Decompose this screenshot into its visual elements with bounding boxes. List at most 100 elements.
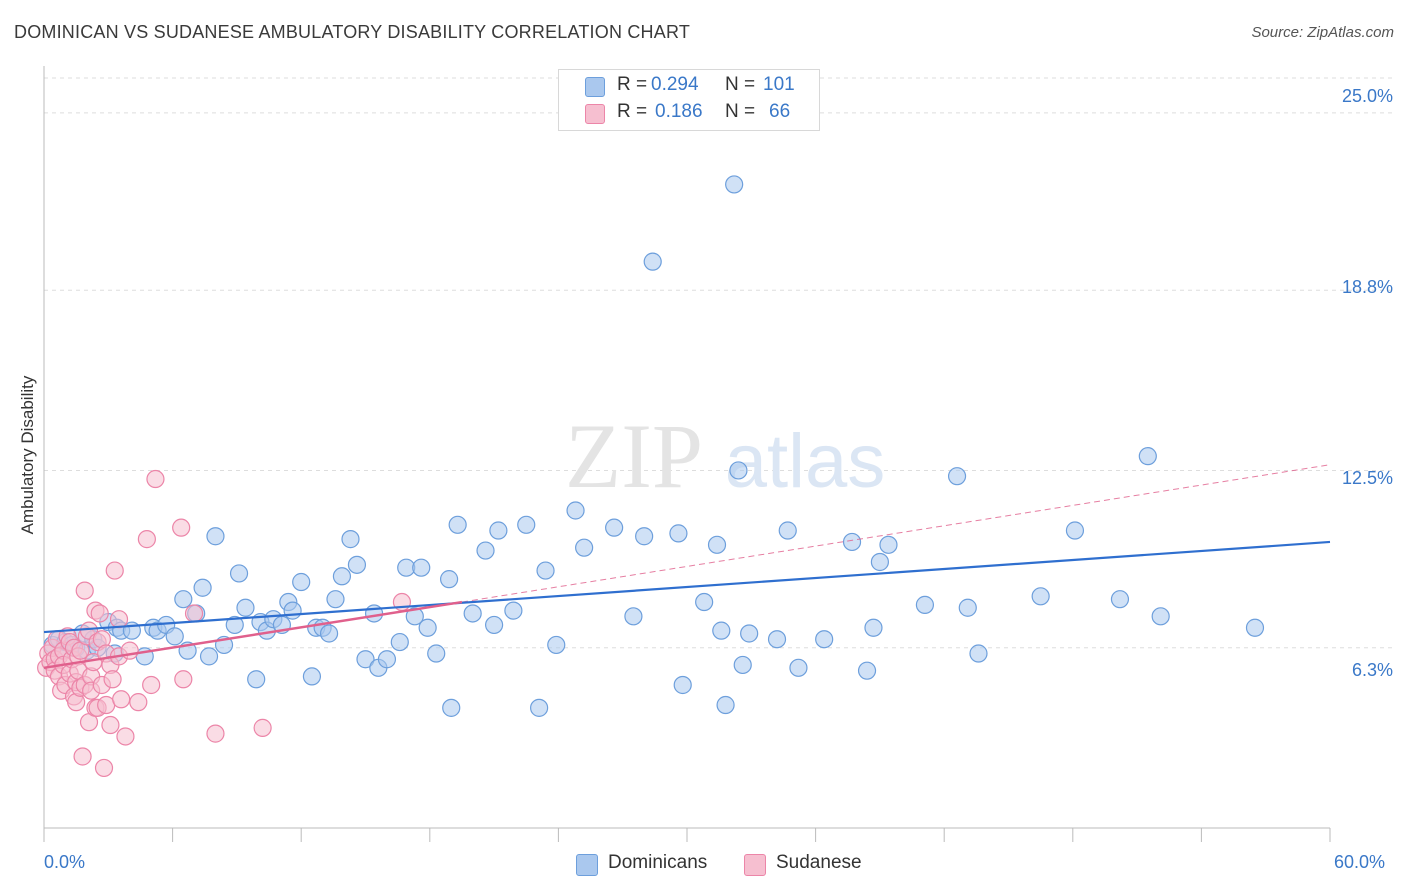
data-point-dominicans <box>635 527 654 546</box>
data-point-dominicans <box>530 698 549 717</box>
trend-lines <box>43 464 1331 670</box>
data-point-dominicans <box>566 501 585 520</box>
trend-line-sudanese <box>43 600 463 670</box>
data-point-sudanese <box>206 724 225 743</box>
data-point-dominicans <box>356 650 375 669</box>
gridlines <box>44 77 1394 649</box>
data-point-dominicans <box>165 627 184 646</box>
data-point-dominicans <box>547 635 566 655</box>
series-sudanese <box>37 469 412 778</box>
source-label: Source: ZipAtlas.com <box>1251 24 1394 41</box>
data-point-dominicans <box>857 661 877 680</box>
data-point-dominicans <box>870 552 890 572</box>
data-point-dominicans <box>969 644 988 663</box>
data-point-dominicans <box>319 624 339 643</box>
data-point-dominicans <box>504 601 523 620</box>
data-point-dominicans <box>412 558 431 577</box>
data-point-sudanese <box>105 561 124 580</box>
data-point-dominicans <box>476 541 495 560</box>
data-point-dominicans <box>225 615 244 635</box>
data-point-dominicans <box>193 578 212 597</box>
data-point-dominicans <box>199 647 219 666</box>
data-point-dominicans <box>341 530 360 549</box>
legend-row-sudanese: R = 0.186 N = 66 <box>585 101 790 127</box>
data-point-dominicans <box>1031 587 1050 606</box>
data-point-sudanese <box>129 693 148 712</box>
legend-swatch-dominicans <box>585 77 605 97</box>
data-point-sudanese <box>184 604 204 623</box>
data-point-dominicans <box>605 518 624 537</box>
data-point-dominicans <box>332 567 352 586</box>
data-point-dominicans <box>292 572 311 592</box>
data-point-dominicans <box>695 592 714 612</box>
data-point-dominicans <box>485 615 504 635</box>
data-point-sudanese <box>146 469 165 489</box>
data-point-dominicans <box>624 607 643 626</box>
x-tick-label-min: 0.0% <box>44 852 86 872</box>
data-point-dominicans <box>1245 618 1265 637</box>
data-point-dominicans <box>575 538 594 557</box>
data-point-dominicans <box>536 561 555 580</box>
legend-n-value: 66 <box>769 101 791 122</box>
data-point-dominicans <box>815 630 834 649</box>
data-point-dominicans <box>448 515 467 534</box>
data-point-dominicans <box>707 535 727 554</box>
data-point-dominicans <box>767 630 787 649</box>
data-point-dominicans <box>842 532 862 552</box>
data-point-sudanese <box>253 718 272 737</box>
data-point-dominicans <box>643 252 662 271</box>
data-point-dominicans <box>729 461 748 480</box>
legend-n-value: 101 <box>763 74 795 95</box>
data-point-dominicans <box>1065 521 1085 540</box>
legend-swatch-sudanese <box>585 104 605 124</box>
chart-title: DOMINICAN VS SUDANESE AMBULATORY DISABIL… <box>14 22 691 42</box>
data-point-dominicans <box>326 590 345 609</box>
data-point-sudanese <box>137 530 156 549</box>
data-point-sudanese <box>101 715 120 735</box>
data-point-dominicans <box>669 524 688 543</box>
legend-swatch-sudanese <box>744 854 766 876</box>
data-point-dominicans <box>1110 590 1130 609</box>
data-point-dominicans <box>463 604 482 623</box>
data-point-sudanese <box>116 727 135 746</box>
y-tick-label-25: 25.0% <box>1341 86 1393 106</box>
data-point-dominicans <box>247 670 266 689</box>
data-point-dominicans <box>517 515 536 534</box>
data-point-dominicans <box>1138 447 1157 466</box>
data-point-dominicans <box>283 601 302 620</box>
data-point-sudanese <box>90 604 109 623</box>
data-point-dominicans <box>712 621 731 640</box>
data-point-dominicans <box>442 698 461 717</box>
data-point-sudanese <box>142 675 161 695</box>
data-point-dominicans <box>864 618 883 637</box>
data-point-dominicans <box>958 598 977 617</box>
data-point-dominicans <box>347 555 367 574</box>
legend-label-sudanese: Sudanese <box>776 852 862 873</box>
data-point-dominicans <box>716 695 735 715</box>
y-tick-label-6-3: 6.3% <box>1351 660 1393 680</box>
data-point-dominicans <box>673 675 692 695</box>
data-point-dominicans <box>427 644 446 663</box>
legend-r-label: R = <box>617 74 648 95</box>
y-tick-label-12-5: 12.5% <box>1341 468 1393 488</box>
data-point-dominicans <box>733 655 752 675</box>
watermark-zip: ZIP <box>565 405 703 507</box>
watermark-atlas: atlas <box>725 419 886 504</box>
data-point-sudanese <box>73 747 92 766</box>
data-point-sudanese <box>109 610 129 629</box>
data-point-dominicans <box>206 527 225 546</box>
legend-r-value: 0.294 <box>651 74 699 95</box>
axes <box>43 66 1331 842</box>
x-tick-label-max: 60.0% <box>1334 852 1386 872</box>
legend-swatch-dominicans <box>576 854 598 876</box>
data-point-dominicans <box>405 607 424 626</box>
data-point-sudanese <box>112 690 131 709</box>
y-tick-label-18-8: 18.8% <box>1341 277 1393 297</box>
trend-line-dominicans <box>43 540 1331 634</box>
legend-n-label: N = <box>725 101 756 122</box>
data-point-sudanese <box>172 518 191 537</box>
legend-n-label: N = <box>725 74 756 95</box>
data-point-dominicans <box>439 570 459 589</box>
data-point-dominicans <box>489 521 508 540</box>
